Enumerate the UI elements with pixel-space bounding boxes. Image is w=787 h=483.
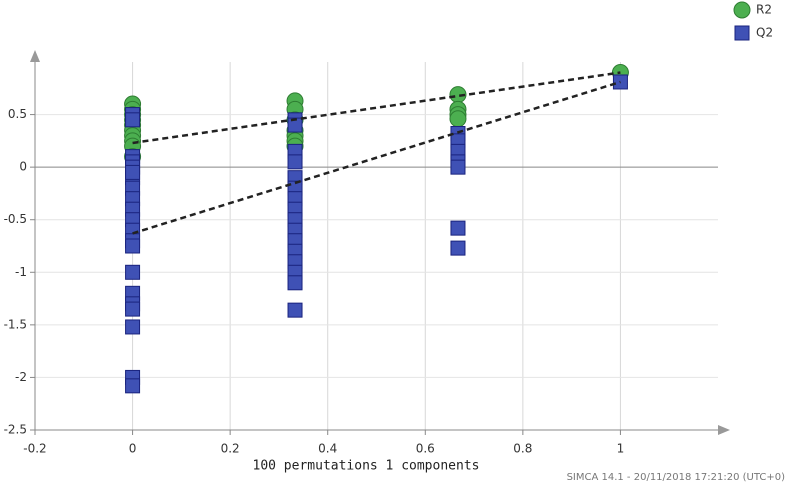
q2-point	[287, 302, 303, 318]
x-tick-label: 0.4	[318, 442, 337, 456]
x-tick-label: 0.8	[513, 442, 532, 456]
regression-line	[132, 71, 621, 145]
x-axis-arrow	[718, 425, 730, 435]
q2-point	[125, 319, 141, 335]
y-tick-label: -2	[15, 370, 27, 384]
q2-point	[287, 117, 303, 133]
q2-point	[125, 164, 141, 180]
plot-area	[124, 64, 629, 394]
x-tick-label: 1	[617, 442, 625, 456]
y-tick-label: -1.5	[4, 317, 27, 331]
q2-point	[450, 240, 466, 256]
x-tick-label: 0.6	[416, 442, 435, 456]
y-tick-label: 0	[19, 160, 27, 174]
q2-point	[125, 264, 141, 280]
y-tick-label: -0.5	[4, 212, 27, 226]
y-tick-label: -2.5	[4, 423, 27, 437]
legend-marker	[733, 1, 751, 19]
legend-label: Q2	[756, 26, 773, 40]
q2-point	[287, 154, 303, 170]
y-tick-label: 0.5	[8, 107, 27, 121]
x-axis-label: 100 permutations 1 components	[253, 459, 480, 474]
q2-point	[287, 275, 303, 291]
x-tick-label: -0.2	[23, 442, 46, 456]
legend-marker	[734, 25, 750, 41]
q2-point	[125, 112, 141, 128]
x-tick-label: 0.2	[221, 442, 240, 456]
q2-point	[125, 301, 141, 317]
regression-line	[132, 80, 621, 235]
r2-point	[449, 110, 467, 128]
q2-point	[125, 378, 141, 394]
y-axis-arrow	[30, 50, 40, 62]
legend-label: R2	[756, 3, 772, 17]
q2-point	[125, 238, 141, 254]
footer: SIMCA 14.1 - 20/11/2018 17:21:20 (UTC+0)	[567, 472, 786, 483]
q2-point	[450, 159, 466, 175]
x-tick-label: 0	[129, 442, 137, 456]
y-tick-label: -1	[15, 265, 27, 279]
q2-point	[450, 220, 466, 236]
